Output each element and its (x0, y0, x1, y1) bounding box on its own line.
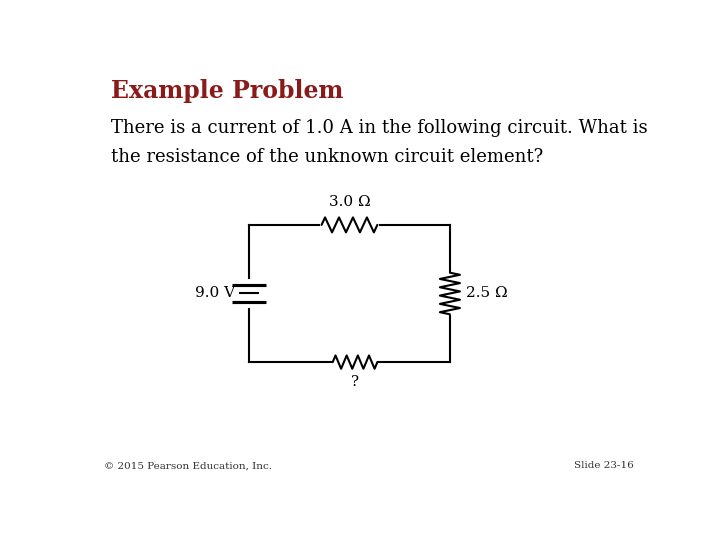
Text: 9.0 V: 9.0 V (195, 287, 235, 300)
Text: ?: ? (351, 375, 359, 389)
Text: 3.0 Ω: 3.0 Ω (328, 195, 370, 209)
Text: the resistance of the unknown circuit element?: the resistance of the unknown circuit el… (111, 148, 544, 166)
Text: Example Problem: Example Problem (111, 79, 343, 103)
Text: © 2015 Pearson Education, Inc.: © 2015 Pearson Education, Inc. (104, 461, 272, 470)
Text: 2.5 Ω: 2.5 Ω (466, 287, 507, 300)
Text: There is a current of 1.0 A in the following circuit. What is: There is a current of 1.0 A in the follo… (111, 119, 648, 137)
Text: Slide 23-16: Slide 23-16 (575, 461, 634, 470)
